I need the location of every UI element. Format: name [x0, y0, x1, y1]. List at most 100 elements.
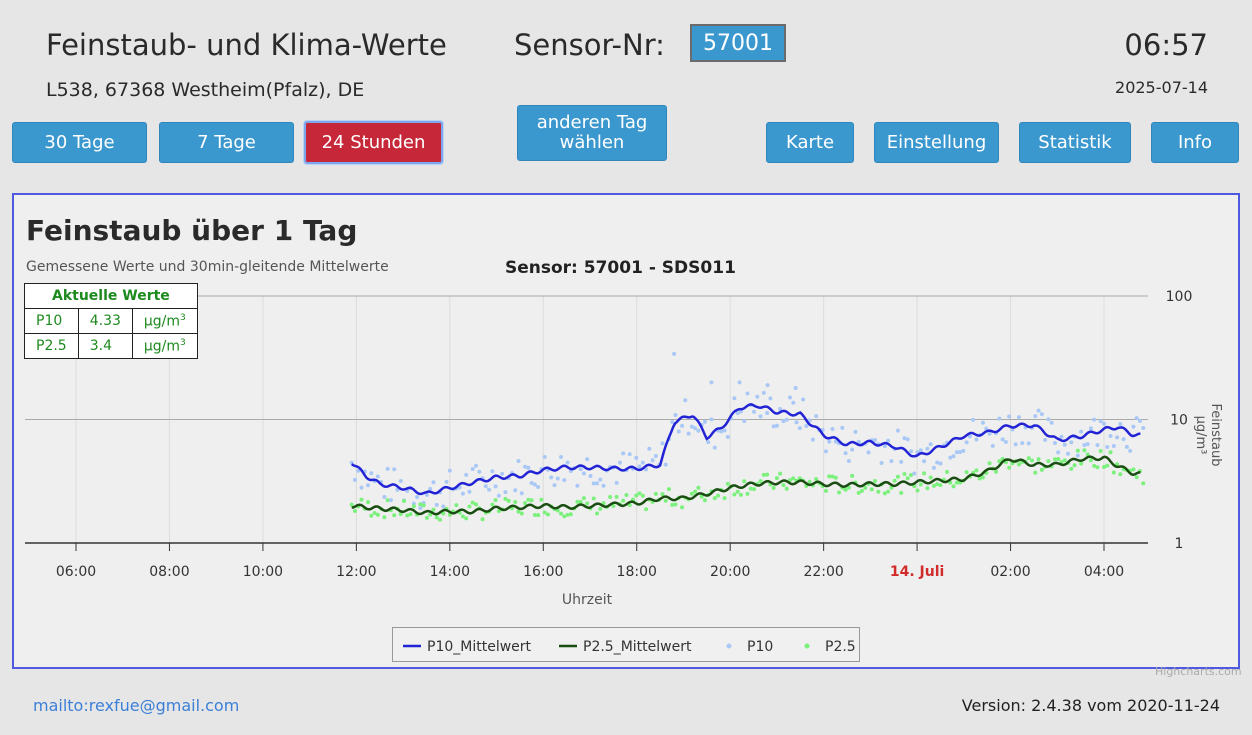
p10-point	[601, 483, 606, 488]
p10-point	[840, 425, 845, 430]
p10-point	[905, 437, 910, 442]
p10-point	[951, 454, 956, 459]
p10-point	[846, 459, 851, 464]
p10-point	[352, 477, 357, 482]
p10-point	[719, 429, 724, 434]
p10-point	[722, 428, 727, 433]
p10-point	[382, 494, 387, 499]
p10-point	[768, 396, 773, 401]
p10-point	[823, 449, 828, 454]
info-button[interactable]: Info	[1151, 122, 1239, 163]
p10-point	[647, 446, 652, 451]
p10-point	[634, 455, 639, 460]
date: 2025-07-14	[1115, 78, 1208, 97]
p10-point	[523, 464, 528, 469]
x-tick-label: 02:00	[990, 564, 1030, 580]
p10-point	[902, 436, 907, 441]
p25-point	[1105, 463, 1110, 468]
p25-point	[873, 479, 878, 484]
p10-point	[676, 429, 681, 434]
p25-point	[742, 479, 747, 484]
p25-point	[621, 498, 626, 503]
mail-link[interactable]: mailto:rexfue@gmail.com	[33, 696, 240, 715]
p10-point	[971, 417, 976, 422]
p25-point	[722, 496, 727, 501]
p10-point	[735, 411, 740, 416]
p10-point	[732, 396, 737, 401]
chart-sensor-label: Sensor: 57001 - SDS011	[505, 258, 736, 278]
p25-point	[542, 510, 547, 515]
x-tick-label: 04:00	[1084, 564, 1124, 580]
p25-point	[575, 499, 580, 504]
p25-point	[1088, 458, 1093, 463]
p25-point	[539, 497, 544, 502]
btn-24-stunden[interactable]: 24 Stunden	[304, 121, 443, 164]
p10-point	[1062, 442, 1067, 447]
p25-point	[889, 485, 894, 490]
p10-point	[987, 431, 992, 436]
p25-point	[624, 493, 629, 498]
p25-point	[382, 515, 387, 520]
p10-point	[559, 455, 564, 460]
p25-point	[1046, 459, 1051, 464]
p10-point	[784, 417, 789, 422]
sensor-number-input[interactable]: 57001	[690, 24, 786, 62]
p10-point	[1020, 441, 1025, 446]
p10-point	[791, 400, 796, 405]
p10-point	[997, 416, 1002, 421]
p10-point	[958, 449, 963, 454]
p10-point	[585, 457, 590, 462]
p25-point	[931, 483, 936, 488]
p25-point	[523, 501, 528, 506]
btn-30-tage[interactable]: 30 Tage	[12, 122, 147, 163]
p25-point	[402, 499, 407, 504]
p25-point	[1052, 457, 1057, 462]
p25-point	[1082, 448, 1087, 453]
p25-point	[375, 512, 380, 517]
row-unit: µg/m3	[131, 333, 198, 359]
statistics-button[interactable]: Statistik	[1019, 122, 1131, 163]
p10-point	[856, 439, 861, 444]
p25-point	[545, 512, 550, 517]
p10-point	[470, 466, 475, 471]
p25-point	[392, 513, 397, 518]
p10-point	[1033, 414, 1038, 419]
p10-point	[804, 423, 809, 428]
p10-point	[464, 472, 469, 477]
p10-point	[964, 440, 969, 445]
btn-7-tage[interactable]: 7 Tage	[159, 122, 294, 163]
p10-point	[771, 424, 776, 429]
p25-point	[781, 483, 786, 488]
settings-button[interactable]: Einstellung	[874, 122, 999, 163]
p10-point	[765, 410, 770, 415]
map-button[interactable]: Karte	[766, 122, 854, 163]
p10-point	[1115, 435, 1120, 440]
p10-point	[1121, 437, 1126, 442]
other-day-button[interactable]: anderen Tag wählen	[517, 105, 667, 161]
p10-point	[1066, 451, 1071, 456]
p10-point	[473, 463, 478, 468]
p10-point	[500, 471, 505, 476]
p10-point	[621, 451, 626, 456]
p25-point	[899, 490, 904, 495]
p25-point	[876, 489, 881, 494]
p10-mean-line	[351, 403, 1141, 496]
p25-point	[441, 511, 446, 516]
p25-point	[1079, 461, 1084, 466]
p25-point	[1075, 448, 1080, 453]
p10-point	[581, 471, 586, 476]
chart-credits[interactable]: Highcharts.com	[1155, 665, 1242, 678]
x-tick-label: 22:00	[803, 564, 843, 580]
p25-point	[385, 498, 390, 503]
p25-point	[438, 517, 443, 522]
p10-point	[513, 488, 518, 493]
p25-point	[591, 496, 596, 501]
p10-point	[369, 471, 374, 476]
x-tick-label: 06:00	[56, 564, 96, 580]
p25-point	[909, 473, 914, 478]
p25-point	[526, 497, 531, 502]
p25-point	[454, 503, 459, 508]
p10-point	[392, 467, 397, 472]
y-tick-label: 1	[1175, 536, 1184, 552]
